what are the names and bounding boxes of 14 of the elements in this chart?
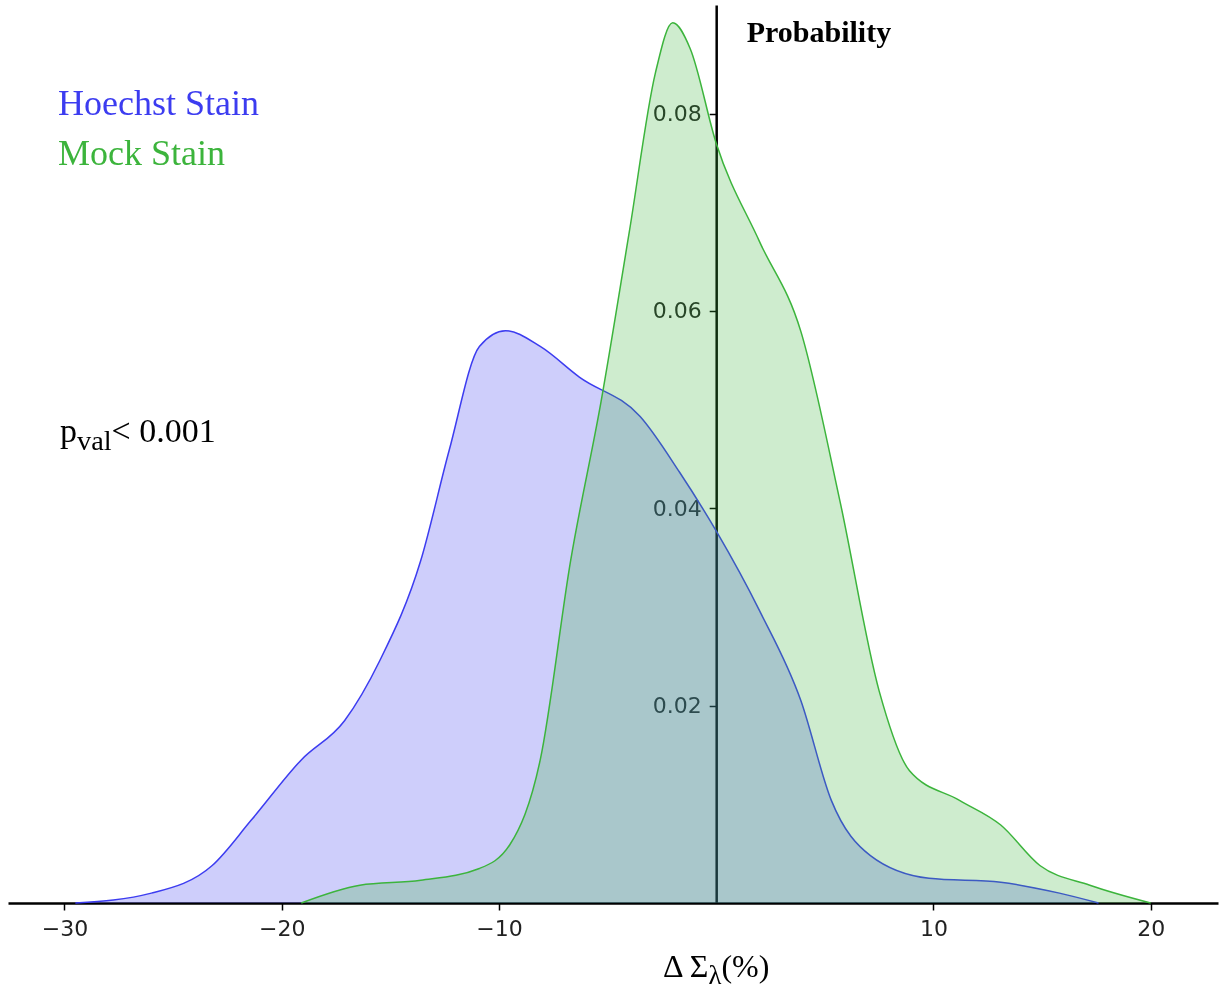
y-tick-label: 0.06 xyxy=(652,298,702,324)
x-tick-label: −20 xyxy=(259,915,306,941)
x-tick-label: 20 xyxy=(1137,915,1166,941)
annotation: p$_{val}$< 0.001 xyxy=(60,412,216,457)
y-tick-label: 0.08 xyxy=(652,101,702,127)
text: Mock Stain xyxy=(58,132,226,175)
x-tick-label: −30 xyxy=(41,915,89,941)
y-tick-label: 0.04 xyxy=(652,495,702,521)
x-tick-label: −10 xyxy=(476,915,523,941)
y-axis-title: Probability xyxy=(746,14,892,48)
y-tick-label: 0.02 xyxy=(652,693,702,719)
x-tick-label: 10 xyxy=(919,915,948,941)
text: Hoechst Stain xyxy=(58,82,259,125)
x-axis-title: Δ Σ$_{λ}$(%) xyxy=(662,948,771,992)
